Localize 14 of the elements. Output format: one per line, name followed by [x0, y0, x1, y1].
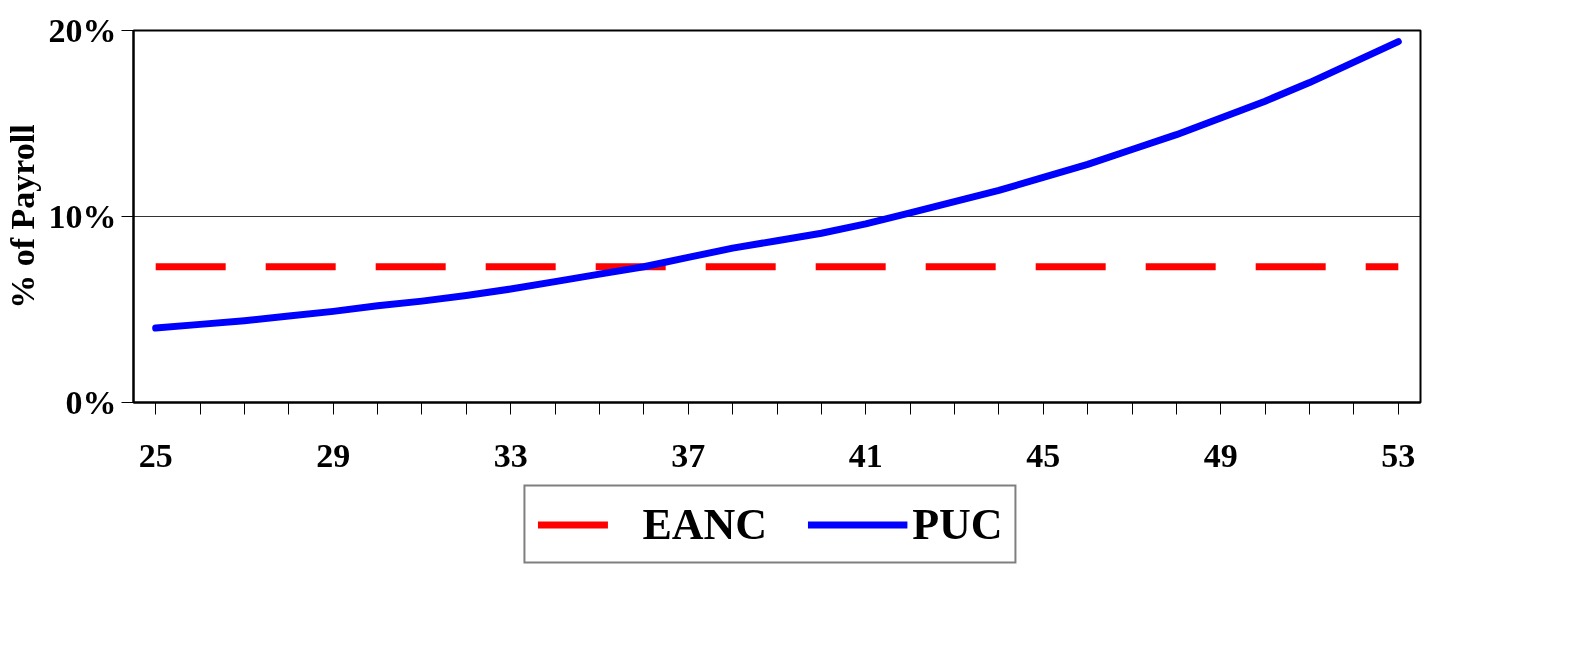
legend-label: PUC: [912, 498, 1003, 550]
y-tick-label: 10%: [48, 198, 117, 235]
x-tick-label: 29: [316, 436, 351, 474]
x-tick-label: 53: [1381, 436, 1416, 474]
y-tick-label: 20%: [48, 12, 117, 49]
x-tick-label: 45: [1026, 436, 1061, 474]
x-tick-label: 25: [138, 436, 173, 474]
x-tick-label: 33: [493, 436, 528, 474]
x-tick-label: 49: [1203, 436, 1238, 474]
y-tick-label: 0%: [65, 384, 117, 421]
legend-label: EANC: [642, 498, 768, 550]
x-tick-label: 41: [848, 436, 883, 474]
y-axis-title: % of Payroll: [3, 124, 41, 309]
x-tick-label: 37: [671, 436, 706, 474]
